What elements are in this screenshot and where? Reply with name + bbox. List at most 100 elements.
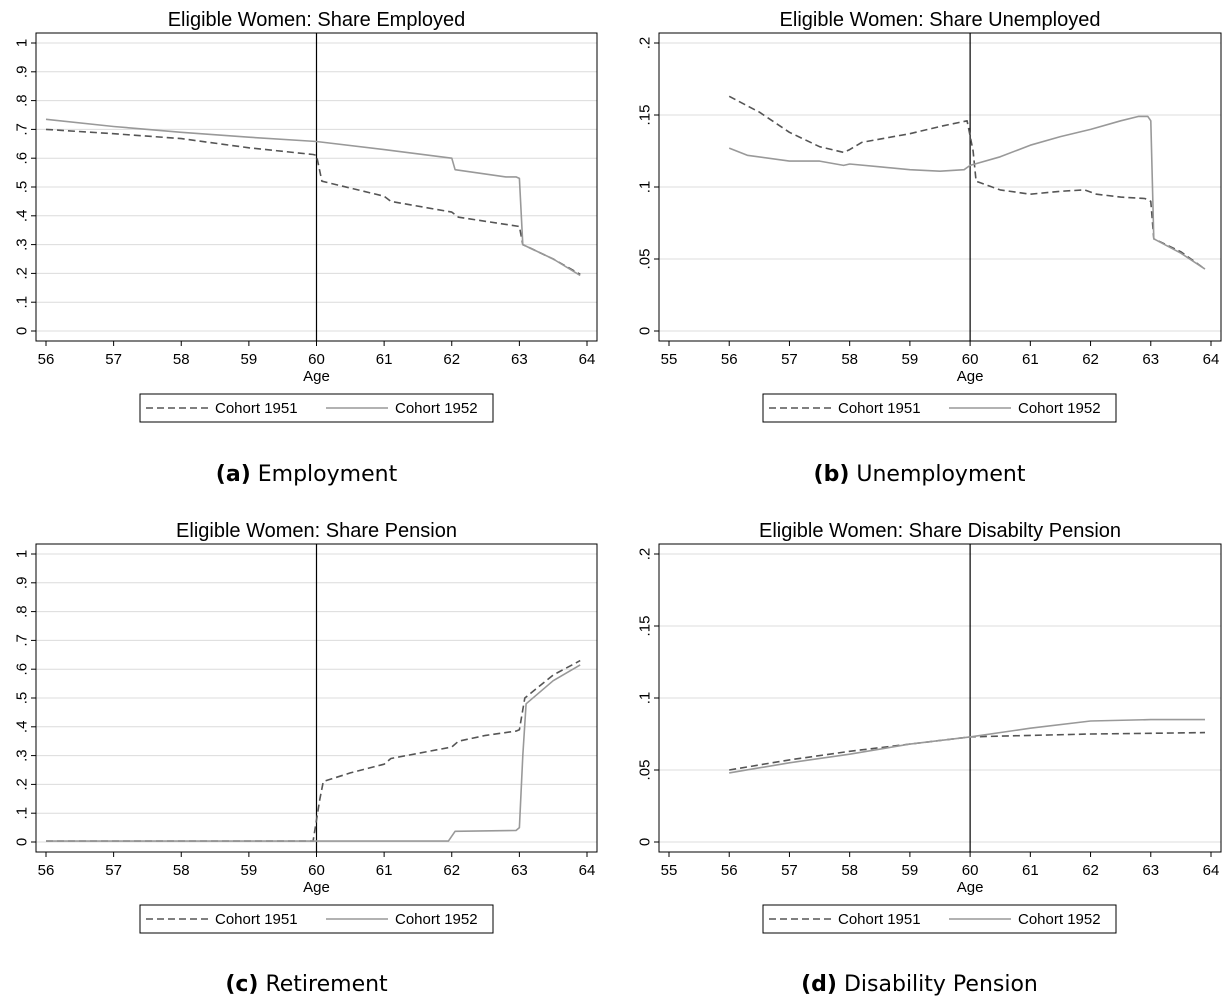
x-tick-label: 61 bbox=[1022, 351, 1039, 368]
panel-retirement: Eligible Women: Share Pension 0 .1 .2 .3 .4 .5… bbox=[0, 510, 613, 1004]
legend-label: Cohort 1951 bbox=[215, 911, 298, 928]
x-tick-label: 59 bbox=[902, 351, 919, 368]
x-tick-label: 64 bbox=[579, 862, 596, 879]
x-tick-label: 64 bbox=[1203, 862, 1220, 879]
y-tick-label: 0 bbox=[637, 327, 654, 335]
caption-text: Unemployment bbox=[856, 462, 1026, 487]
x-tick-label: 63 bbox=[1142, 862, 1159, 879]
series-line-cohort-1951 bbox=[729, 731, 1206, 771]
series-line-cohort-1951 bbox=[728, 95, 1206, 270]
series-line-cohort-1952 bbox=[45, 118, 581, 277]
y-tick-label: .4 bbox=[14, 721, 31, 734]
y-tick-label: .1 bbox=[14, 296, 31, 309]
x-tick-label: 63 bbox=[1142, 351, 1159, 368]
series-line-cohort-1952 bbox=[728, 115, 1206, 270]
y-tick-label: .4 bbox=[14, 210, 31, 223]
series-line-cohort-1951 bbox=[45, 128, 581, 275]
y-tick-label: .05 bbox=[637, 249, 654, 270]
x-tick-label: 58 bbox=[841, 862, 858, 879]
x-tick-label: 60 bbox=[308, 862, 325, 879]
legend-label: Cohort 1951 bbox=[838, 400, 921, 417]
y-tick-label: .05 bbox=[637, 760, 654, 781]
legend: Cohort 1951 Cohort 1952 bbox=[762, 904, 1117, 934]
x-tick-label: 57 bbox=[105, 862, 122, 879]
employment-chart: Eligible Women: Share Employed 0 .1 .2 .3 .4.… bbox=[14, 9, 598, 423]
y-tick-label: .3 bbox=[14, 238, 31, 251]
caption-retirement: (c) Retirement bbox=[0, 972, 613, 997]
chart-title: Eligible Women: Share Unemployed bbox=[780, 9, 1101, 31]
x-tick-label: 64 bbox=[579, 351, 596, 368]
panel-employment: Eligible Women: Share Employed 0 .1 .2 .3 .4.… bbox=[0, 0, 613, 502]
x-axis-label: Age bbox=[957, 368, 984, 385]
x-tick-label: 60 bbox=[308, 351, 325, 368]
x-tick-label: 60 bbox=[962, 351, 979, 368]
y-tick-label: .8 bbox=[14, 605, 31, 618]
x-tick-label: 56 bbox=[38, 351, 55, 368]
y-tick-label: .5 bbox=[14, 181, 31, 194]
x-tick-label: 55 bbox=[661, 862, 678, 879]
y-tick-label: .1 bbox=[14, 807, 31, 820]
caption-letter: (c) bbox=[225, 972, 259, 997]
x-tick-label: 59 bbox=[902, 862, 919, 879]
x-tick-label: 63 bbox=[511, 351, 528, 368]
y-tick-label: .15 bbox=[637, 105, 654, 126]
caption-letter: (b) bbox=[813, 462, 850, 487]
y-tick-label: .7 bbox=[14, 123, 31, 136]
caption-text: Employment bbox=[257, 462, 398, 487]
legend-label: Cohort 1952 bbox=[1018, 400, 1101, 417]
x-tick-label: 61 bbox=[1022, 862, 1039, 879]
chart-title: Eligible Women: Share Employed bbox=[168, 9, 466, 31]
legend-label: Cohort 1952 bbox=[395, 400, 478, 417]
chart-title: Eligible Women: Share Pension bbox=[176, 520, 457, 542]
y-tick-label: 0 bbox=[14, 327, 31, 335]
series-line-cohort-1952 bbox=[729, 718, 1205, 774]
legend: Cohort 1951 Cohort 1952 bbox=[139, 393, 494, 423]
legend: Cohort 1951 Cohort 1952 bbox=[762, 393, 1117, 423]
legend-box bbox=[139, 904, 494, 934]
y-tick-label: .9 bbox=[14, 577, 31, 590]
y-tick-label: .1 bbox=[637, 692, 654, 705]
x-tick-label: 59 bbox=[241, 351, 258, 368]
legend-label: Cohort 1952 bbox=[395, 911, 478, 928]
legend: Cohort 1951 Cohort 1952 bbox=[139, 904, 494, 934]
x-tick-label: 62 bbox=[443, 862, 460, 879]
x-axis-label: Age bbox=[303, 368, 330, 385]
x-tick-label: 58 bbox=[173, 862, 190, 879]
y-tick-label: .6 bbox=[14, 152, 31, 165]
y-tick-label: .7 bbox=[14, 634, 31, 647]
legend-label: Cohort 1951 bbox=[838, 911, 921, 928]
caption-disability-pension: (d) Disability Pension bbox=[613, 972, 1226, 997]
panel-disability-pension: Eligible Women: Share Disabilty Pension 0… bbox=[613, 510, 1226, 1004]
x-tick-label: 63 bbox=[511, 862, 528, 879]
y-tick-label: .9 bbox=[14, 66, 31, 79]
y-tick-label: .5 bbox=[14, 692, 31, 705]
caption-unemployment: (b) Unemployment bbox=[613, 462, 1226, 487]
legend-box bbox=[139, 393, 494, 423]
x-tick-label: 57 bbox=[781, 862, 798, 879]
disability-pension-chart: Eligible Women: Share Disabilty Pension 0… bbox=[637, 520, 1222, 934]
y-tick-label: .2 bbox=[14, 267, 31, 280]
x-tick-label: 62 bbox=[443, 351, 460, 368]
chart-title: Eligible Women: Share Disabilty Pension bbox=[759, 520, 1121, 542]
x-tick-label: 64 bbox=[1203, 351, 1220, 368]
legend-box bbox=[762, 393, 1117, 423]
x-tick-label: 62 bbox=[1082, 862, 1099, 879]
y-tick-label: 1 bbox=[14, 550, 31, 558]
x-axis-label: Age bbox=[957, 879, 984, 896]
x-tick-label: 61 bbox=[376, 862, 393, 879]
caption-text: Disability Pension bbox=[843, 972, 1038, 997]
x-tick-label: 59 bbox=[241, 862, 258, 879]
caption-letter: (d) bbox=[801, 972, 837, 997]
y-tick-label: .15 bbox=[637, 616, 654, 637]
y-tick-label: .6 bbox=[14, 663, 31, 676]
series-line-cohort-1951 bbox=[46, 659, 581, 842]
x-tick-label: 56 bbox=[721, 351, 738, 368]
y-tick-label: 0 bbox=[637, 838, 654, 846]
x-tick-label: 56 bbox=[721, 862, 738, 879]
unemployment-chart: Eligible Women: Share Unemployed 0 .05 .1 .1… bbox=[637, 9, 1222, 423]
x-axis-label: Age bbox=[303, 879, 330, 896]
panel-unemployment: Eligible Women: Share Unemployed 0 .05 .1 .1… bbox=[613, 0, 1226, 502]
legend-label: Cohort 1951 bbox=[215, 400, 298, 417]
x-tick-label: 62 bbox=[1082, 351, 1099, 368]
